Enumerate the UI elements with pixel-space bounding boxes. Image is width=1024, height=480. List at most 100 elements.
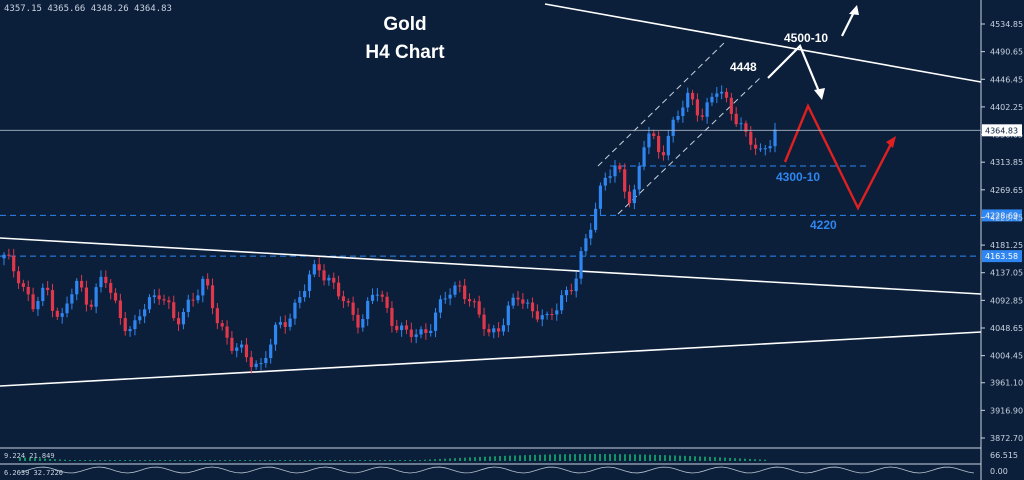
candle-body [312, 264, 316, 275]
candle-body [710, 96, 714, 103]
candle-body [109, 283, 113, 293]
oscillator-line [19, 466, 975, 474]
candle-body [186, 299, 190, 312]
candle-body [720, 91, 724, 94]
chart-title: Gold [383, 14, 427, 35]
candle-body [637, 166, 641, 190]
candle-body [560, 295, 564, 311]
candle-body [79, 280, 84, 288]
candle-body [758, 148, 763, 150]
candle-body [487, 329, 491, 333]
price-tick-label: 4534.85 [990, 20, 1023, 29]
white-arrowhead-up [849, 5, 859, 15]
candle-body [739, 123, 743, 125]
candle-body [55, 310, 59, 317]
candle-body [729, 97, 733, 114]
level-tag-label: 4228.69 [985, 211, 1018, 220]
candle-body [36, 301, 40, 310]
candle-body [400, 325, 404, 331]
candle-body [346, 301, 350, 303]
candle-body [593, 208, 598, 230]
candle-body [540, 315, 544, 320]
candle-body [463, 285, 467, 300]
indicator2-zero-label: 0.00 [990, 467, 1008, 476]
candle-body [336, 282, 341, 297]
candle-body [361, 319, 365, 328]
candle-body [477, 301, 481, 315]
candle-body [511, 297, 515, 306]
candle-body [118, 300, 122, 319]
candle-body [458, 285, 462, 287]
candle-body [433, 312, 438, 331]
price-tick-label: 4446.45 [990, 75, 1023, 84]
ascending-trendline [0, 331, 982, 387]
candle-body [94, 287, 98, 307]
candle-body [351, 302, 355, 315]
deep-support-label: 4220 [810, 218, 837, 232]
candle-body [715, 93, 719, 97]
candle-body [501, 325, 506, 332]
candle-body [613, 165, 617, 177]
price-tick-label: 3961.10 [990, 379, 1023, 388]
candle-body [201, 278, 205, 296]
candle-body [482, 314, 486, 330]
candle-body [734, 113, 738, 125]
candle-body [157, 295, 161, 300]
candle-body [181, 311, 186, 325]
candle-body [167, 300, 171, 303]
candle-body [254, 363, 258, 368]
candle-body [123, 318, 127, 332]
price-tick-label: 4402.25 [990, 103, 1023, 112]
price-tick-label: 4092.85 [990, 296, 1023, 305]
channel-lower [617, 77, 761, 215]
candle-body [366, 300, 370, 320]
candle-body [700, 115, 704, 117]
candle-body [395, 325, 399, 331]
candle-body [230, 337, 234, 351]
candle-body [41, 287, 45, 302]
candle-body [283, 322, 287, 327]
candle-body [598, 185, 603, 209]
descending-trendline [0, 237, 982, 295]
candle-body [133, 320, 137, 330]
price-tick-label: 4313.85 [990, 158, 1023, 167]
candle-body [497, 328, 501, 332]
candle-body [589, 229, 593, 239]
target-label: 4500-10 [784, 31, 828, 45]
candle-body [380, 294, 384, 297]
candle-body [438, 299, 443, 313]
candle-body [143, 309, 147, 317]
price-tick-label: 3916.90 [990, 406, 1023, 415]
trendlines [0, 3, 982, 387]
candle-body [603, 177, 607, 186]
candle-body [564, 290, 569, 296]
candle-body [414, 334, 418, 337]
candle-body [138, 316, 142, 321]
candle-body [647, 133, 651, 148]
candle-body [172, 302, 176, 319]
candle-body [671, 119, 675, 136]
price-tick-label: 4137.05 [990, 269, 1023, 278]
candle-body [46, 287, 50, 291]
candle-body [550, 314, 554, 316]
candle-body [273, 324, 278, 345]
candle-body [288, 318, 292, 327]
price-tick-label: 4225.45 [990, 213, 1023, 222]
candle-body [618, 165, 622, 170]
candle-body [535, 311, 539, 320]
candle-body [84, 287, 89, 305]
candle-body [472, 301, 476, 303]
candle-body [259, 363, 263, 365]
candle-body [608, 176, 612, 178]
candle-body [196, 295, 200, 301]
candle-body [632, 189, 636, 204]
candle-body [467, 299, 472, 302]
candle-body [341, 296, 346, 302]
candle-body [244, 344, 249, 358]
white-arrowhead-down [814, 88, 825, 100]
indicator1-label: 9.224 21.849 [4, 452, 55, 460]
candle-body [419, 329, 423, 335]
candle-body [225, 326, 229, 338]
indicator1-max-label: 66.515 [990, 451, 1018, 460]
